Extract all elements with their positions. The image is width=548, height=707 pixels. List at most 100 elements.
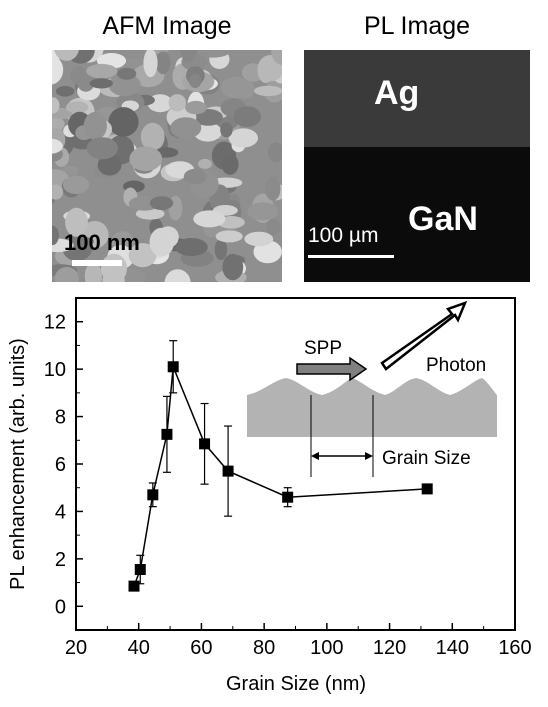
x-tick-label: 140	[436, 637, 469, 659]
photon-label: Photon	[426, 355, 486, 376]
afm-grain	[149, 196, 174, 211]
x-tick-label: 20	[65, 637, 87, 659]
afm-grain	[54, 50, 79, 61]
afm-grain	[67, 236, 94, 247]
chart-axes: 20 40 60 80 100 120 140 160 0 2 4 6 8 10 12	[44, 312, 532, 659]
afm-grain	[266, 218, 281, 236]
afm-grain	[267, 142, 282, 162]
y-tick-label: 2	[55, 549, 66, 571]
afm-grain	[221, 154, 239, 175]
afm-grain	[164, 269, 191, 282]
afm-grain	[233, 106, 261, 127]
afm-grain	[52, 238, 74, 253]
afm-grain	[108, 107, 139, 137]
afm-grain	[86, 63, 118, 79]
pl-image: Ag GaN 100 µm	[304, 50, 530, 282]
afm-grain	[108, 73, 141, 97]
spp-inset-diagram: SPP Photon Grain Size	[247, 300, 497, 477]
x-tick-label: 100	[310, 637, 343, 659]
afm-grain	[52, 138, 63, 154]
afm-grain	[185, 100, 207, 115]
grain-size-arrowhead-right	[365, 452, 373, 460]
afm-grain	[140, 122, 165, 151]
afm-grain	[222, 253, 244, 281]
ag-label: Ag	[374, 74, 420, 112]
afm-grain	[271, 50, 282, 65]
afm-grain	[54, 267, 79, 282]
afm-grain	[193, 210, 226, 228]
y-tick-label: 6	[55, 454, 66, 476]
afm-scale-bar	[72, 260, 122, 266]
afm-grain	[65, 101, 89, 114]
afm-grain	[149, 227, 175, 257]
afm-grain	[102, 267, 125, 282]
afm-grain	[89, 78, 113, 89]
data-point	[128, 580, 140, 592]
afm-grain	[55, 86, 75, 97]
afm-grain	[128, 243, 157, 268]
afm-grain	[197, 50, 229, 58]
photon-arrow-icon	[380, 300, 468, 371]
y-tick-label: 10	[44, 359, 66, 381]
afm-grain	[214, 239, 228, 260]
afm-image: 100 nm	[52, 50, 282, 282]
x-tick-label: 40	[128, 637, 150, 659]
y-tick-label: 12	[44, 312, 66, 334]
data-point	[161, 428, 173, 440]
afm-grain	[188, 73, 202, 88]
x-tick-label: 120	[373, 637, 406, 659]
afm-grain	[228, 128, 258, 148]
afm-grain	[143, 50, 158, 78]
afm-grain	[65, 207, 88, 237]
afm-scale-label: 100 nm	[64, 230, 140, 255]
x-axis-label: Grain Size (nm)	[226, 673, 366, 695]
data-point	[167, 361, 179, 373]
afm-grain	[244, 231, 274, 247]
y-tick-label: 0	[55, 596, 66, 618]
grain-size-inset-label: Grain Size	[382, 448, 471, 469]
pl-scale-label: 100 µm	[308, 224, 379, 247]
grain-surface	[247, 378, 497, 437]
data-point	[421, 483, 433, 495]
data-point	[199, 438, 211, 450]
y-tick-label: 4	[55, 501, 66, 523]
pl-scale-bar	[308, 255, 394, 258]
afm-grain	[52, 55, 64, 85]
afm-grain	[86, 137, 118, 160]
afm-grain	[52, 184, 64, 200]
afm-grain	[168, 94, 186, 112]
afm-grain	[97, 154, 122, 176]
y-tick-label: 8	[55, 407, 66, 429]
data-point	[134, 564, 146, 576]
pl-image-title: PL Image	[363, 12, 471, 40]
afm-grain	[84, 262, 102, 282]
ag-region	[304, 50, 530, 147]
afm-grain	[117, 67, 137, 80]
data-point	[147, 489, 159, 501]
y-axis-label: PL enhancement (arb. units)	[7, 338, 29, 590]
x-tick-label: 80	[253, 637, 275, 659]
gan-region	[304, 147, 530, 282]
afm-grain-texture	[52, 50, 282, 282]
chart-marks	[128, 340, 433, 592]
afm-grain	[170, 117, 202, 139]
afm-grain	[52, 225, 59, 246]
afm-grain	[220, 76, 251, 99]
afm-grain	[220, 122, 233, 138]
x-tick-label: 160	[498, 637, 531, 659]
afm-grain	[174, 238, 208, 256]
afm-grain	[183, 168, 207, 185]
afm-grain	[135, 208, 165, 220]
afm-image-title: AFM Image	[102, 12, 232, 40]
data-point	[282, 491, 294, 503]
data-point	[222, 465, 234, 477]
gan-label: GaN	[408, 200, 478, 238]
afm-grain	[247, 202, 279, 221]
spp-arrow-icon	[296, 356, 368, 382]
afm-grain	[265, 177, 281, 201]
afm-grain	[52, 116, 65, 132]
afm-grain	[215, 230, 243, 243]
afm-grain	[52, 97, 60, 114]
spp-label: SPP	[304, 338, 342, 359]
